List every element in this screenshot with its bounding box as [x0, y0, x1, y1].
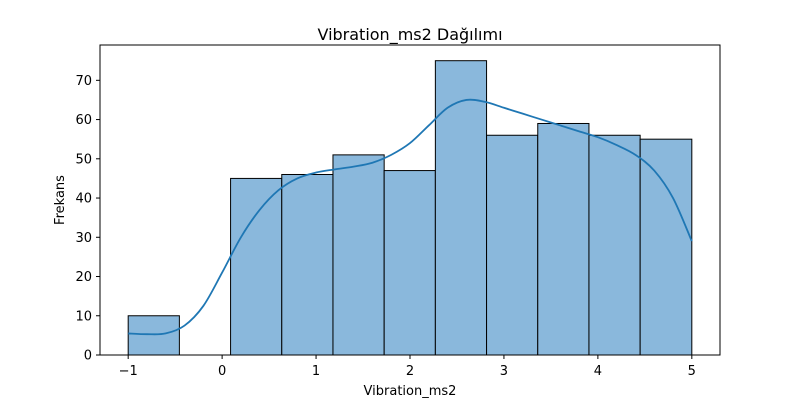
- y-tick-label: 0: [84, 349, 92, 364]
- y-tick-label: 40: [75, 192, 92, 207]
- x-tick-label: 5: [688, 364, 696, 379]
- histogram-bar: [127, 315, 180, 356]
- x-tick-label: −1: [119, 364, 138, 379]
- y-tick-label: 20: [75, 270, 92, 285]
- histogram-bar: [332, 154, 385, 356]
- histogram-bar: [588, 134, 641, 356]
- chart-title: Vibration_ms2 Dağılımı: [317, 25, 502, 45]
- y-axis-label: Frekans: [53, 175, 68, 225]
- x-tick-label: 0: [218, 364, 226, 379]
- y-tick-label: 10: [75, 309, 92, 324]
- bars-group: [127, 60, 693, 356]
- y-tick-label: 70: [75, 74, 92, 89]
- histogram-bar: [281, 173, 334, 356]
- y-tick-label: 60: [75, 113, 92, 128]
- histogram-bar: [434, 60, 488, 356]
- x-axis-label: Vibration_ms2: [364, 384, 457, 399]
- y-tick-label: 50: [75, 152, 92, 167]
- histogram-bar: [639, 138, 693, 356]
- histogram-bar: [537, 122, 590, 356]
- kde-line: [128, 98, 693, 336]
- x-axis-ticks: −1 0 1 2 3 4 5: [119, 355, 696, 379]
- x-tick-label: 2: [406, 364, 414, 379]
- y-axis-ticks: 0 10 20 30 40 50 60 70: [75, 74, 100, 364]
- x-tick-label: 3: [500, 364, 508, 379]
- histogram-bar: [230, 177, 283, 356]
- histogram-bar: [383, 170, 436, 356]
- x-tick-label: 4: [594, 364, 602, 379]
- y-tick-label: 30: [75, 231, 92, 246]
- x-tick-label: 1: [312, 364, 320, 379]
- histogram-bar: [486, 134, 539, 356]
